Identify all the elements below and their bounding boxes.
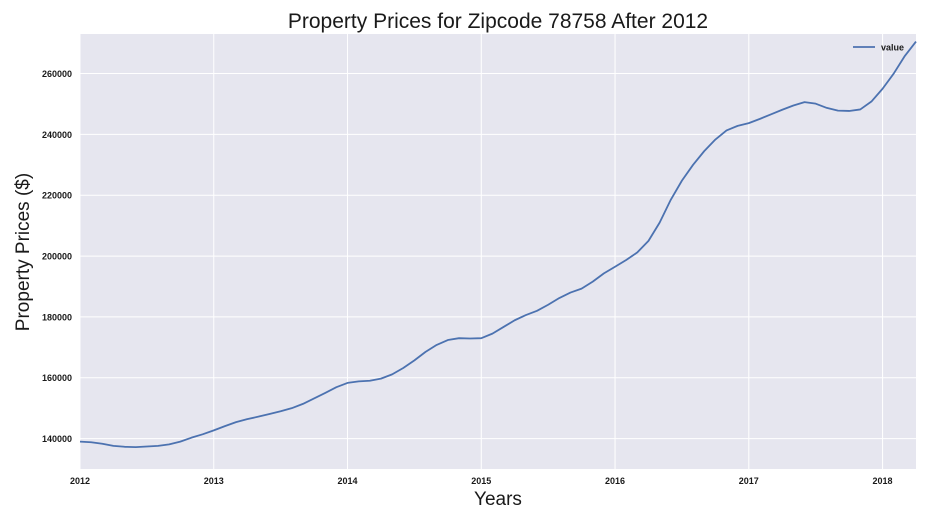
y-tick-label: 180000 — [42, 312, 72, 322]
x-tick-label: 2013 — [204, 476, 224, 486]
x-tick-label: 2016 — [605, 476, 625, 486]
x-tick-label: 2017 — [739, 476, 759, 486]
y-axis-ticks: 140000 160000 180000 200000 220000 240000 2600… — [42, 69, 72, 444]
y-tick-label: 260000 — [42, 69, 72, 79]
y-tick-label: 140000 — [42, 434, 72, 444]
x-tick-label: 2018 — [873, 476, 893, 486]
y-tick-label: 220000 — [42, 191, 72, 201]
y-axis-label: Property Prices ($) — [13, 173, 34, 331]
chart-title: Property Prices for Zipcode 78758 After … — [288, 10, 708, 33]
y-tick-label: 160000 — [42, 373, 72, 383]
legend: value — [853, 43, 904, 53]
x-tick-label: 2015 — [471, 476, 491, 486]
y-tick-label: 200000 — [42, 252, 72, 262]
x-tick-label: 2014 — [338, 476, 358, 486]
plot-area — [80, 34, 916, 469]
series-line-value — [79, 41, 917, 448]
series-layer — [79, 41, 917, 448]
y-tick-label: 240000 — [42, 130, 72, 140]
x-axis-label: Years — [474, 489, 522, 510]
gridlines — [79, 34, 916, 469]
x-axis-ticks: 2012 2013 2014 2015 2016 2017 2018 — [70, 476, 893, 486]
x-tick-label: 2012 — [70, 476, 90, 486]
legend-label-value: value — [881, 43, 904, 53]
